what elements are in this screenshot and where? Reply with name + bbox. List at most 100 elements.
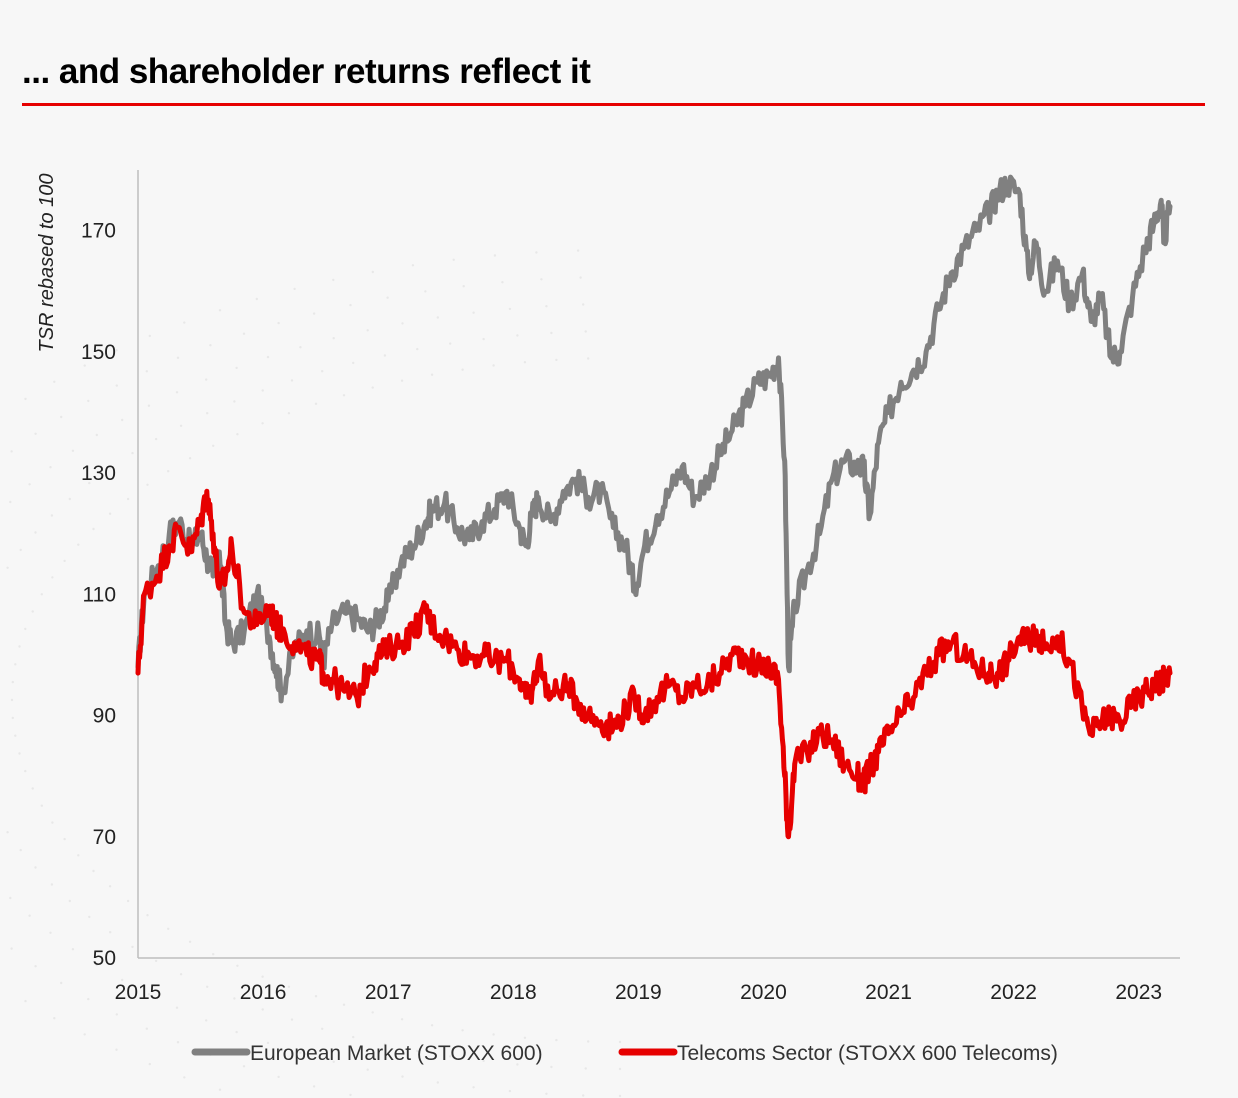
bg-dot: [277, 321, 280, 325]
bg-dot: [352, 361, 355, 365]
bg-dot: [11, 716, 14, 720]
bg-dot: [371, 270, 374, 274]
bg-dot: [24, 999, 27, 1003]
bg-dot: [416, 347, 419, 351]
bg-dot: [60, 415, 63, 419]
bg-dot: [332, 278, 335, 282]
bg-dot: [34, 965, 37, 968]
bg-dot: [401, 1075, 404, 1078]
bg-dot: [482, 337, 485, 341]
x-tick-label: 2016: [240, 981, 287, 1004]
title-rule: [22, 103, 1205, 106]
bg-dot: [321, 1027, 324, 1031]
bg-dot: [95, 433, 99, 437]
y-tick-labels: 50 70 90 110 130 150 170: [81, 220, 116, 970]
y-tick-label: 50: [93, 947, 116, 970]
bg-dot: [492, 364, 495, 367]
bg-dot: [430, 1024, 434, 1027]
bg-dot: [493, 254, 497, 257]
bg-dot: [277, 1075, 280, 1079]
bg-dot: [501, 281, 504, 284]
x-tick-label: 2015: [115, 981, 162, 1004]
y-tick-label: 70: [93, 826, 116, 849]
bg-dot: [545, 1092, 548, 1096]
bg-dot: [63, 837, 66, 841]
bg-dot: [212, 444, 215, 447]
bg-dot: [516, 1063, 519, 1066]
bg-dot: [87, 399, 90, 403]
bg-dot: [342, 394, 346, 397]
bg-dot: [147, 404, 151, 407]
bg-dot: [28, 483, 31, 486]
bg-dot: [332, 1060, 335, 1064]
bg-dot: [508, 1089, 512, 1093]
bg-dot: [115, 349, 118, 352]
bg-dot: [121, 978, 124, 982]
bg-dot: [49, 931, 52, 934]
bg-dot: [287, 985, 291, 988]
bg-dot: [449, 1055, 452, 1058]
bg-dot: [366, 1068, 369, 1071]
bg-dot: [6, 566, 9, 569]
x-tick-label: 2021: [865, 981, 912, 1004]
bg-dot: [383, 1043, 387, 1046]
bg-dot: [34, 432, 37, 435]
x-tick-label: 2022: [990, 981, 1037, 1004]
bg-dot: [10, 450, 13, 453]
bg-dot: [148, 1062, 151, 1066]
bg-dot: [179, 424, 183, 427]
bg-dot: [535, 251, 538, 254]
bg-dot: [176, 356, 180, 359]
bg-dot: [206, 985, 209, 988]
bg-dot: [349, 303, 352, 307]
bg-dot: [461, 368, 464, 371]
bg-dot: [587, 357, 590, 360]
bg-dot: [386, 296, 389, 299]
bg-dot: [436, 1081, 439, 1084]
x-tick-label: 2018: [490, 981, 537, 1004]
bg-dot: [218, 1088, 222, 1091]
bg-dot: [24, 627, 27, 631]
bg-dot: [321, 370, 324, 373]
bg-dot: [266, 1041, 270, 1045]
bg-dot: [146, 483, 149, 486]
bg-dot: [167, 927, 170, 930]
series-lines: [135, 174, 1173, 840]
bg-dot: [411, 264, 415, 267]
bg-dot: [206, 412, 209, 415]
bg-dot: [349, 1093, 352, 1097]
bg-dot: [540, 278, 543, 281]
bg-dot: [555, 1038, 558, 1042]
bg-dot: [261, 422, 264, 425]
bg-dot: [60, 981, 63, 985]
legend-label: European Market (STOXX 600): [250, 1042, 543, 1065]
bg-dot: [53, 380, 56, 383]
bg-dot: [550, 331, 553, 335]
bg-dot: [293, 287, 296, 291]
bg-dot: [236, 964, 239, 967]
bg-dot: [523, 1036, 527, 1040]
y-axis-label: TSR rebased to 100: [36, 174, 58, 353]
bg-dot: [109, 931, 112, 934]
y-tick-label: 170: [81, 220, 116, 243]
bg-dot: [545, 305, 548, 308]
bg-dot: [115, 1013, 119, 1016]
bg-dot: [131, 945, 134, 949]
bg-dot: [261, 1008, 264, 1011]
bg-dot: [584, 1067, 587, 1070]
bg-dot: [436, 316, 439, 319]
bg-dot: [299, 1051, 302, 1055]
bg-dot: [430, 373, 434, 376]
bg-dot: [145, 370, 148, 373]
bg-dot: [11, 680, 14, 684]
bg-dot: [218, 309, 222, 312]
bg-dot: [50, 514, 54, 517]
bg-dot: [401, 322, 404, 325]
bg-dot: [9, 500, 12, 504]
bg-dot: [154, 437, 158, 441]
bg-dot: [31, 610, 34, 613]
chart-axes: [137, 170, 1180, 959]
bg-dot: [49, 466, 52, 469]
bg-dot: [10, 947, 13, 950]
